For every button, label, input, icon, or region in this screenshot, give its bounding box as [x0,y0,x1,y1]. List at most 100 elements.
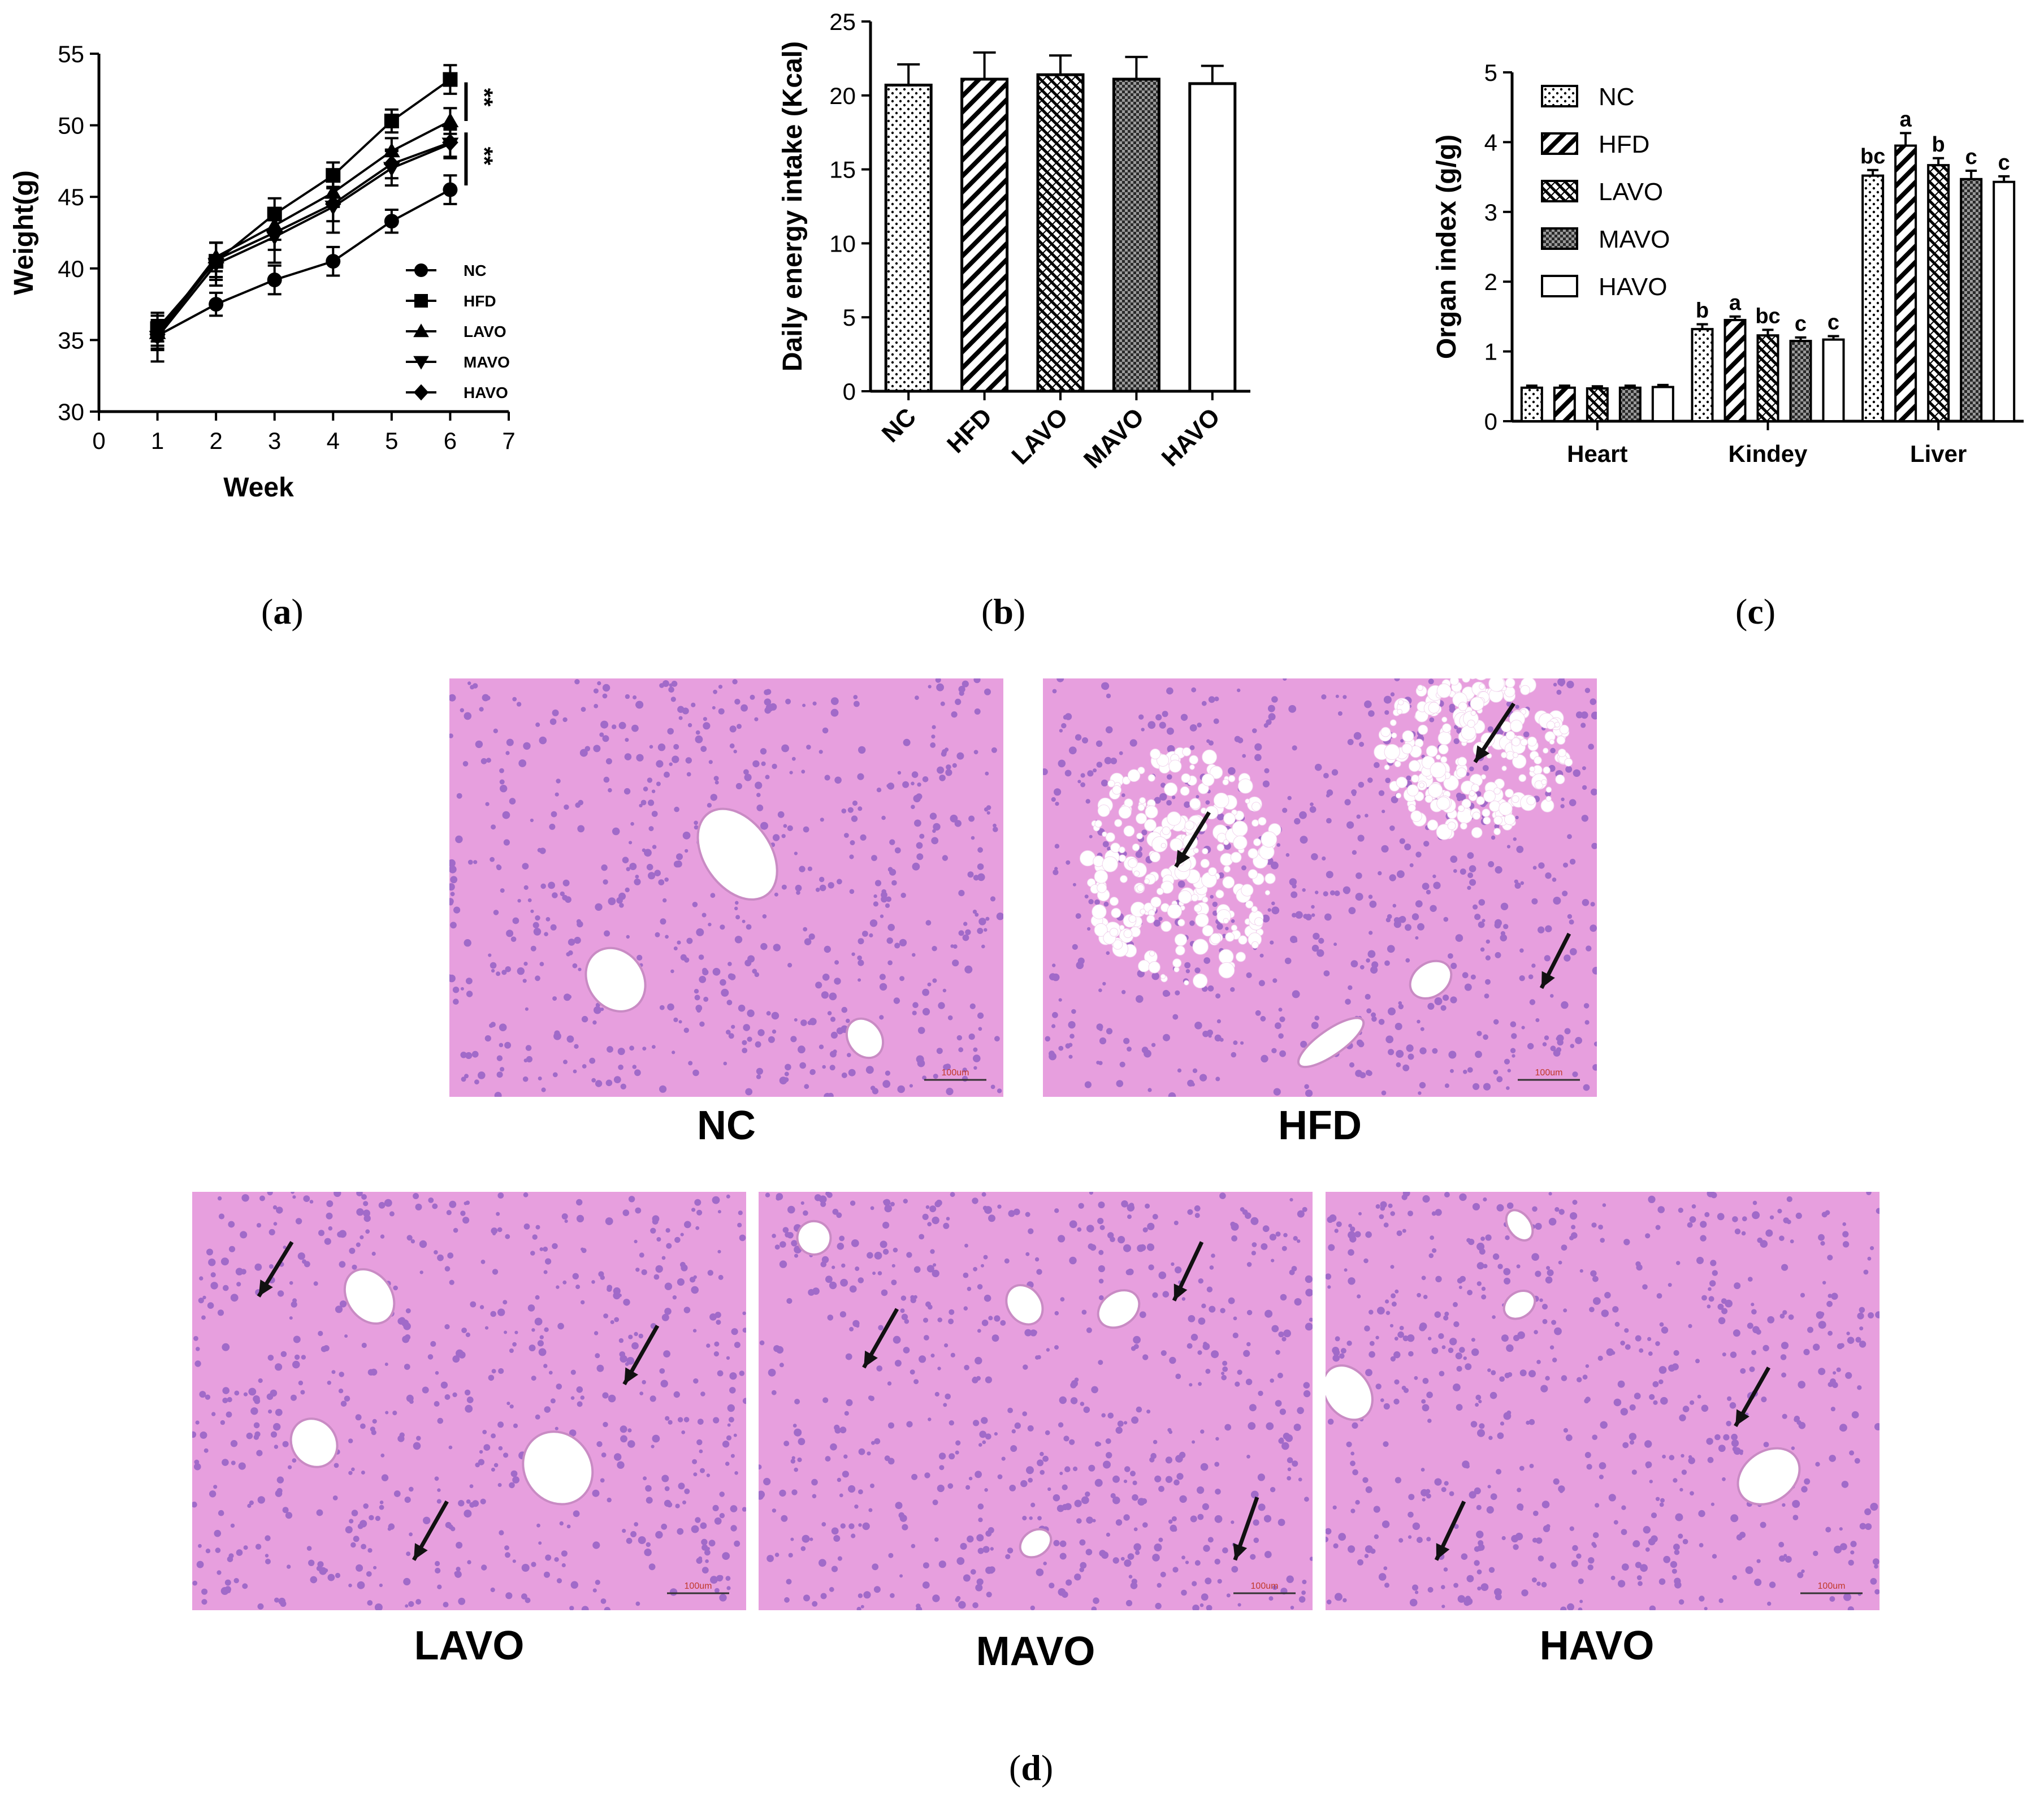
nucleus [851,815,858,822]
nucleus [1013,1208,1020,1216]
nucleus [196,1560,204,1568]
histology-texture: 100um [1326,1192,1880,1610]
nucleus [872,1563,879,1571]
nucleus [812,1494,817,1499]
nucleus [1184,801,1190,808]
nucleus [893,1335,901,1344]
nucleus [1708,1287,1712,1291]
lipid-droplet [1518,774,1527,782]
nucleus [1311,905,1315,909]
nucleus [1742,1216,1747,1222]
nucleus [1074,1377,1079,1382]
nucleus [712,1504,719,1511]
nucleus [1481,1286,1486,1291]
nucleus [815,888,820,892]
nucleus [242,1583,248,1589]
nucleus [1491,1370,1496,1376]
lipid-droplet [1128,858,1138,868]
nucleus [1443,916,1449,922]
nucleus [912,1002,919,1008]
nucleus [1336,1221,1342,1227]
nucleus [1131,1416,1139,1424]
nucleus [880,914,884,918]
nucleus [372,1419,377,1424]
lipid-droplet [1209,766,1223,779]
nucleus [1348,1545,1356,1553]
nucleus [1590,924,1597,932]
nucleus [1826,1300,1833,1307]
nucleus [1271,1259,1275,1262]
significance-letter: bc [1860,145,1885,168]
nucleus [1739,1532,1746,1538]
nucleus [502,811,510,819]
nucleus [1671,1568,1677,1574]
nucleus [832,1265,835,1269]
nucleus [1058,998,1062,1002]
nucleus [765,775,770,780]
nucleus [1112,1557,1119,1564]
nucleus [569,1429,577,1437]
nucleus [1531,963,1536,968]
nucleus [1086,1225,1094,1233]
nucleus [467,859,473,865]
nucleus [1748,1277,1753,1282]
nucleus [1356,872,1362,879]
nucleus [456,1350,464,1357]
lesion-arrowhead [258,1279,273,1296]
nucleus [464,1201,467,1205]
nucleus [322,1346,327,1351]
scale-bar-label: 100um [1818,1581,1846,1591]
nucleus [552,996,557,1001]
nucleus [480,1498,486,1504]
nucleus [1271,861,1279,870]
nucleus [1217,1579,1222,1584]
nucleus [1535,1270,1541,1277]
nucleus [802,1534,810,1543]
nucleus [830,1017,836,1022]
nucleus [1668,1283,1672,1287]
nucleus [722,1552,730,1560]
lipid-droplet [1218,962,1235,979]
lipid-droplet [1483,816,1491,825]
nucleus [972,909,977,914]
nucleus [976,1534,984,1542]
legend-marker [414,294,428,308]
nucleus [1681,1454,1684,1458]
nucleus [1028,1477,1033,1483]
nucleus [1408,1511,1414,1518]
lipid-droplet [1222,779,1229,786]
nucleus [1541,1501,1550,1508]
nucleus [1034,1257,1040,1262]
nucleus [380,1234,385,1239]
nucleus [258,1378,263,1383]
lipid-droplet [1501,751,1508,759]
nucleus [496,1055,503,1061]
nucleus [1059,1540,1067,1547]
nucleus [714,780,719,785]
nucleus [1130,1471,1136,1477]
lipid-droplet [1222,876,1235,889]
nucleus [997,1204,1002,1209]
nucleus [743,769,749,775]
nucleus [1536,1537,1543,1544]
nucleus [897,771,902,775]
lipid-droplet [1543,747,1549,754]
lipid-droplet [1138,959,1150,972]
nucleus [922,988,929,996]
nucleus [1536,1581,1541,1586]
nucleus [1470,1421,1478,1428]
nucleus [1710,1281,1715,1286]
nucleus [276,1488,283,1494]
nucleus [348,1438,353,1443]
nucleus [706,1473,711,1477]
nucleus [450,922,457,929]
nucleus [1368,710,1375,717]
nucleus [932,946,937,952]
nucleus [1415,900,1423,907]
nucleus [1409,863,1414,867]
nucleus [1152,1292,1158,1298]
nucleus [1194,967,1201,974]
nucleus [1328,1244,1335,1251]
nucleus [1501,1536,1506,1541]
lipid-droplet [1458,702,1468,711]
